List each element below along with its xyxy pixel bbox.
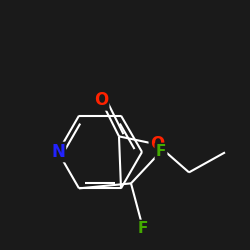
Text: O: O (94, 91, 108, 109)
Text: O: O (150, 135, 164, 153)
Text: N: N (51, 143, 65, 161)
Text: F: F (138, 221, 148, 236)
Text: F: F (156, 144, 166, 159)
